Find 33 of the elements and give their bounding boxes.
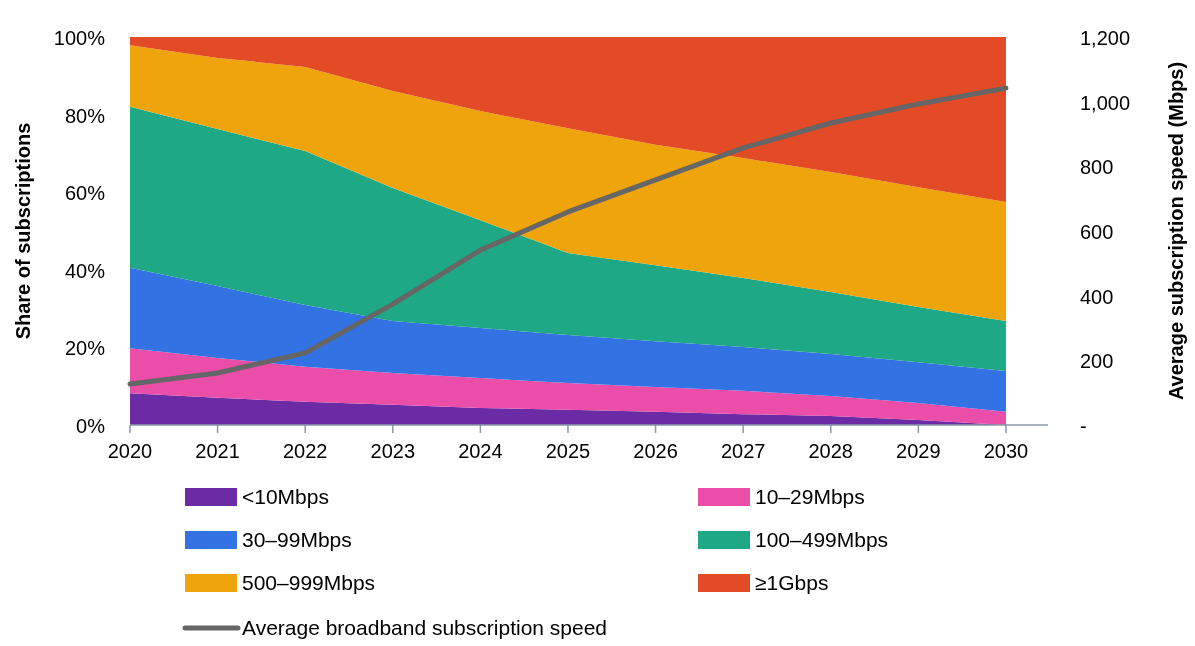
x-tick-label: 2026 — [633, 440, 678, 462]
y2-tick-label: 1,200 — [1080, 27, 1131, 49]
y-axis-title: Share of subscriptions — [12, 122, 34, 340]
x-tick-label: 2027 — [720, 440, 766, 462]
y2-tick-label: 400 — [1080, 285, 1114, 308]
x-tick-label: 2028 — [808, 440, 854, 462]
legend-label: ≥1Gbps — [755, 571, 829, 594]
legend-label: 10–29Mbps — [755, 485, 865, 508]
y-tick-label: 40% — [64, 259, 106, 282]
legend-label: 30–99Mbps — [242, 528, 352, 551]
y2-tick-label: 1,000 — [1080, 91, 1131, 114]
y-tick-label: 80% — [64, 104, 106, 127]
legend-label: <10Mbps — [242, 485, 329, 508]
y2-tick-label: 800 — [1080, 156, 1114, 179]
y-tick-label: 100% — [53, 27, 106, 49]
y2-tick-label: - — [1080, 415, 1087, 437]
x-tick-label: 2021 — [195, 440, 240, 462]
x-tick-label: 2030 — [983, 440, 1029, 462]
x-tick-label: 2029 — [896, 440, 941, 462]
y2-axis-title: Average subscription speed (Mbps) — [1165, 61, 1187, 401]
y2-tick-label: 200 — [1080, 350, 1114, 373]
y2-tick-label: 600 — [1080, 221, 1114, 243]
x-tick-label: 2023 — [370, 440, 416, 462]
legend-label: 100–499Mbps — [755, 528, 889, 551]
x-tick-label: 2025 — [545, 440, 591, 462]
y-tick-label: 60% — [64, 182, 106, 205]
legend-label: 500–999Mbps — [242, 571, 376, 594]
y-tick-label: 0% — [76, 415, 106, 437]
x-tick-label: 2022 — [282, 440, 328, 462]
y-tick-label: 20% — [64, 337, 106, 360]
legend-label: Average broadband subscription speed — [242, 616, 608, 639]
x-tick-label: 2024 — [458, 440, 503, 462]
x-tick-label: 2020 — [107, 440, 153, 462]
